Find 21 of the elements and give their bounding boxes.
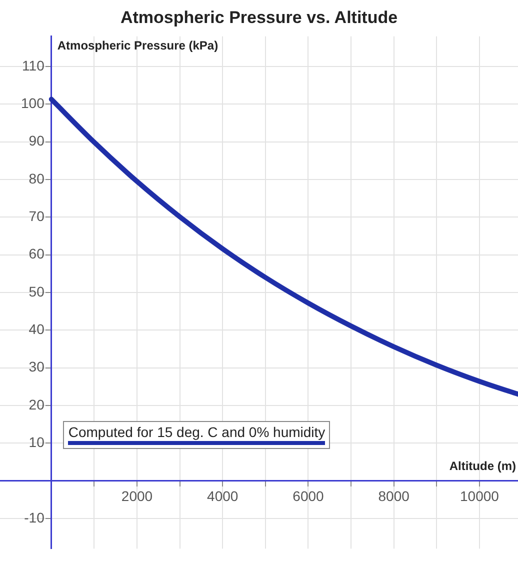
y-tick-label: 80 — [28, 170, 52, 186]
y-tick-label: 90 — [28, 132, 52, 149]
y-tick-label: 20 — [28, 396, 52, 412]
x-tick-label: 4000 — [207, 488, 238, 504]
y-tick-label: 70 — [28, 208, 52, 224]
y-tick-label: -10 — [24, 509, 52, 526]
text: Computed for 15 deg. C and 0% humidity — [68, 424, 326, 445]
x-tick-label: 2000 — [121, 488, 153, 504]
x-tick-label: 10000 — [460, 488, 500, 504]
x-tick-label: 6000 — [292, 488, 324, 504]
y-tick-label: 100 — [21, 95, 52, 112]
y-tick-label: 110 — [22, 57, 52, 74]
y-tick-label: 60 — [28, 246, 52, 262]
y-tick-label: 40 — [28, 321, 52, 338]
y-axis-title: Atmospheric Pressure (kPa) — [57, 38, 218, 53]
y-tick-label: 50 — [28, 283, 52, 300]
y-tick-label: 30 — [28, 358, 52, 375]
x-axis-title: Altitude (m) — [449, 459, 516, 474]
y-tick-label: 10 — [28, 434, 52, 450]
chart-title: Atmospheric Pressure vs. Altitude — [120, 8, 398, 27]
x-tick-label: 8000 — [378, 488, 410, 504]
